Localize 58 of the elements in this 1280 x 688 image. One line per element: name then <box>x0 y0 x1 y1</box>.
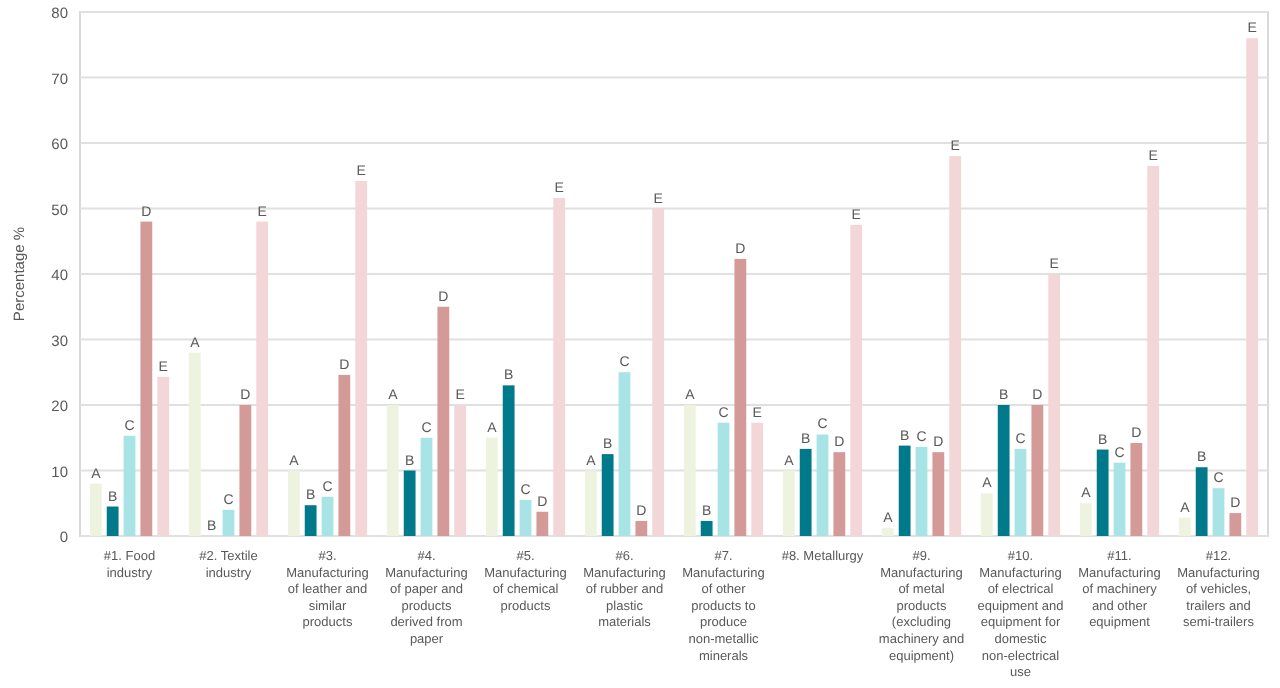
bar <box>618 372 631 536</box>
bar <box>997 405 1010 536</box>
bar <box>1096 449 1109 536</box>
bar <box>1113 462 1126 536</box>
bar <box>519 499 532 536</box>
bar <box>1178 517 1191 536</box>
bar <box>652 208 665 536</box>
bar <box>1195 467 1208 536</box>
bar <box>485 437 498 536</box>
bar <box>850 224 863 536</box>
bar <box>816 434 829 536</box>
bar <box>454 405 467 536</box>
bar <box>239 405 252 536</box>
bar <box>304 505 317 536</box>
bar <box>403 470 416 536</box>
bar <box>536 511 549 536</box>
bar <box>188 352 201 536</box>
bar <box>584 470 597 536</box>
bar <box>782 470 795 536</box>
bar <box>386 405 399 536</box>
bar <box>321 496 334 536</box>
bar <box>1246 38 1259 536</box>
bar <box>833 452 846 536</box>
bar <box>1079 503 1092 536</box>
bar <box>106 506 119 536</box>
bar <box>287 470 300 536</box>
bar <box>734 258 747 536</box>
bar <box>949 156 962 536</box>
bar <box>1031 405 1044 536</box>
bar <box>751 422 764 536</box>
bar <box>683 405 696 536</box>
bar <box>553 198 566 536</box>
bar <box>717 422 730 536</box>
bar <box>502 385 515 536</box>
bar <box>635 520 648 536</box>
bar <box>157 376 170 536</box>
bar <box>123 435 136 536</box>
bar <box>1048 274 1061 536</box>
bar <box>1147 165 1160 536</box>
bar <box>89 483 102 536</box>
bar <box>140 221 153 536</box>
bar <box>915 446 928 536</box>
bar <box>799 448 812 536</box>
bar <box>437 306 450 536</box>
bar <box>222 509 235 536</box>
bar <box>700 520 713 536</box>
bar <box>1212 488 1225 536</box>
bar <box>420 437 433 536</box>
bar <box>898 445 911 536</box>
bar <box>601 454 614 536</box>
bar <box>338 374 351 536</box>
bar <box>932 452 945 536</box>
bar <box>980 493 993 536</box>
bar <box>355 180 368 536</box>
bar <box>1229 513 1242 536</box>
bar <box>1014 448 1027 536</box>
bar <box>1130 442 1143 536</box>
bar <box>256 221 269 536</box>
